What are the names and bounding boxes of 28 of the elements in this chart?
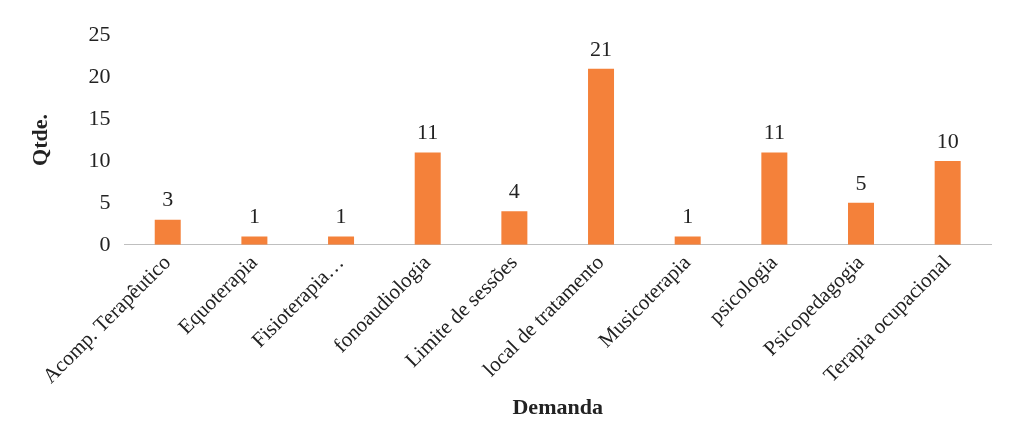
bar <box>501 211 528 245</box>
x-axis-title: Demanda <box>512 394 603 420</box>
bar <box>761 152 788 245</box>
y-tick-label: 10 <box>88 146 111 172</box>
bar <box>414 152 441 245</box>
data-label: 1 <box>248 203 260 229</box>
data-label: 4 <box>508 178 520 204</box>
y-tick-label: 0 <box>99 230 111 256</box>
data-label: 21 <box>590 35 613 61</box>
bar <box>848 202 875 245</box>
data-label: 1 <box>682 203 694 229</box>
y-tick-label: 25 <box>88 20 111 46</box>
bar <box>154 219 181 245</box>
data-label: 11 <box>417 119 439 145</box>
bar <box>934 160 961 245</box>
y-tick-label: 15 <box>88 104 111 130</box>
y-tick-label: 5 <box>99 188 111 214</box>
data-label: 3 <box>162 186 174 212</box>
y-axis-title: Qtde. <box>26 114 52 166</box>
data-label: 5 <box>855 169 867 195</box>
data-label: 10 <box>936 127 959 153</box>
bar <box>328 236 355 245</box>
bar <box>588 68 615 245</box>
y-tick-label: 20 <box>88 62 111 88</box>
bar <box>241 236 268 245</box>
data-label: 1 <box>335 203 347 229</box>
bar <box>674 236 701 245</box>
data-label: 11 <box>763 119 785 145</box>
